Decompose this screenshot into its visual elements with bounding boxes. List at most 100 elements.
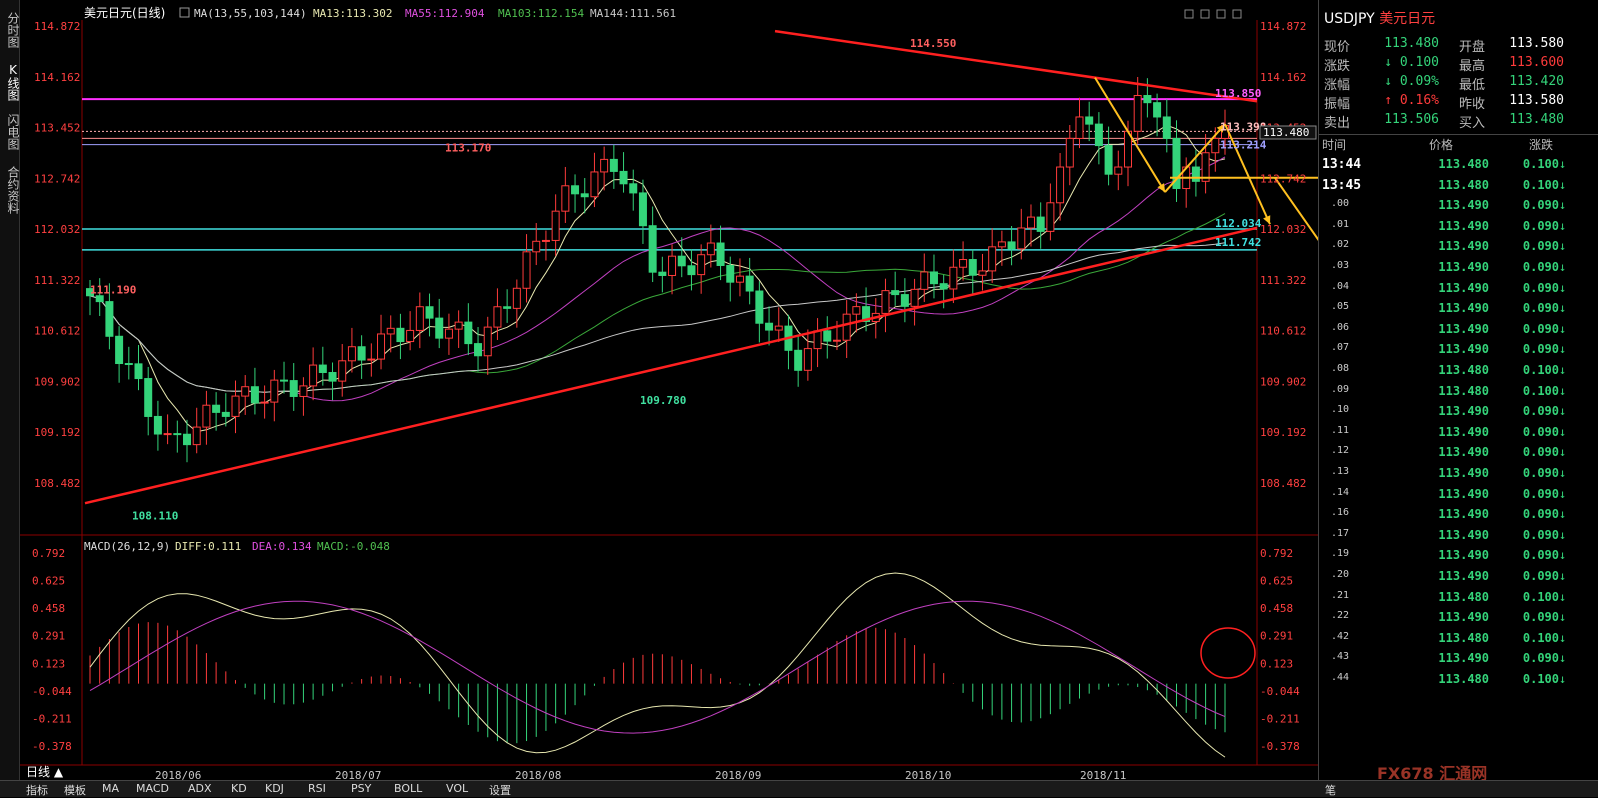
- candle-body: [745, 275, 754, 292]
- candle-body: [357, 346, 366, 361]
- settings-icon[interactable]: [179, 7, 190, 18]
- tick-change: 0.100: [1522, 589, 1559, 604]
- tab-kline[interactable]: K线图: [6, 63, 20, 101]
- resistance-trendline: [774, 29, 1258, 103]
- tool-tab[interactable]: 指标: [26, 784, 48, 797]
- tick-change: 0.100: [1522, 383, 1559, 398]
- tick-row: .05 113.490 0.090 ↓: [1319, 301, 1569, 321]
- ma55-line: [89, 156, 1226, 402]
- macd-diff: DIFF:0.111: [175, 540, 241, 553]
- candle-body: [1104, 145, 1113, 175]
- down-arrow-icon: ↓: [1559, 280, 1567, 295]
- tool-tab[interactable]: 模板: [64, 784, 86, 797]
- candle-body: [842, 313, 851, 341]
- candle-body: [949, 266, 958, 290]
- candle-body: [823, 330, 832, 342]
- candle-body: [124, 363, 133, 366]
- restore-icon[interactable]: [1216, 9, 1226, 19]
- tick-row: .20 113.490 0.090 ↓: [1319, 569, 1569, 589]
- macd-tick-left: -0.044: [32, 685, 72, 698]
- price-tick-left: 111.322: [34, 274, 80, 287]
- down-arrow-icon: ↓: [1559, 527, 1567, 542]
- candle-body: [677, 255, 686, 267]
- candle-body: [697, 254, 706, 276]
- price-tick-right: 114.872: [1260, 20, 1306, 33]
- label-113214: 113.214: [1220, 139, 1267, 152]
- down-arrow-icon: ↓: [1559, 157, 1567, 171]
- down-arrow-icon: ↓: [1559, 260, 1567, 274]
- date-label: 2018/07: [335, 769, 381, 780]
- quote-label: 最高: [1459, 59, 1486, 74]
- tick-row: .16 113.490 0.090 ↓: [1319, 507, 1569, 527]
- macd-tick-right: -0.044: [1260, 685, 1300, 698]
- price-tick-left: 109.192: [34, 426, 80, 439]
- macd-tick-right: 0.123: [1260, 657, 1293, 670]
- ma-params: MA(13,55,103,144): [194, 7, 307, 20]
- tick-change: 0.100: [1522, 177, 1559, 192]
- tool-tab[interactable]: KD: [231, 782, 247, 795]
- down-arrow-icon: ↓: [1559, 363, 1567, 377]
- tab-timeshare[interactable]: 分时图: [6, 12, 20, 48]
- tool-tab[interactable]: ADX: [188, 782, 212, 795]
- candle-body: [86, 288, 94, 297]
- tool-tab[interactable]: PSY: [351, 782, 372, 795]
- tool-tab[interactable]: KDJ: [265, 782, 284, 795]
- candle-body: [318, 364, 327, 374]
- tick-price: 113.480: [1438, 363, 1489, 377]
- tick-row: .21 113.480 0.100 ↓: [1319, 590, 1569, 610]
- tick-row: .22 113.490 0.090 ↓: [1319, 610, 1569, 630]
- tool-tab[interactable]: 设置: [489, 784, 511, 797]
- tick-time: 13:44: [1322, 157, 1362, 172]
- quote-name: 美元日元: [1379, 11, 1436, 27]
- tool-tab[interactable]: VOL: [446, 782, 469, 795]
- kline-chart[interactable]: 美元日元(日线) MA(13,55,103,144) MA13:113.302 …: [20, 0, 1318, 780]
- candle-body: [483, 326, 492, 357]
- tick-price: 113.480: [1438, 177, 1489, 192]
- candle-body: [1172, 137, 1181, 189]
- down-arrow-icon: ↓: [1559, 630, 1567, 645]
- period-selector[interactable]: 日线 ▲: [26, 765, 64, 779]
- down-arrow-icon: ↓: [1559, 404, 1567, 419]
- candle-body: [706, 242, 715, 256]
- tick-header-time: 时间: [1322, 138, 1347, 152]
- label-113850: 113.850: [1215, 87, 1261, 100]
- tick-price: 113.490: [1438, 280, 1489, 295]
- tick-row: .02 113.490 0.090 ↓: [1319, 239, 1569, 259]
- arrow-head: [1157, 183, 1165, 193]
- tab-flash-chart[interactable]: 闪电图: [6, 114, 20, 150]
- tick-row: 13:45 113.480 0.100 ↓: [1319, 178, 1569, 198]
- candle-body: [532, 240, 541, 253]
- candle-body: [454, 321, 463, 330]
- price-tick-left: 110.612: [34, 325, 80, 338]
- tick-change: 0.090: [1522, 507, 1559, 522]
- down-arrow-icon: ↓: [1559, 177, 1567, 192]
- tick-change: 0.100: [1522, 630, 1559, 645]
- label-111190: 111.190: [90, 283, 136, 296]
- tick-change: 0.090: [1522, 445, 1559, 460]
- tool-tab[interactable]: MACD: [136, 782, 169, 795]
- down-arrow-icon: ↓: [1559, 589, 1567, 604]
- tool-tab[interactable]: MA: [102, 782, 120, 795]
- candle-body: [115, 335, 124, 365]
- macd-tick-right: -0.378: [1260, 740, 1300, 753]
- candle-body: [425, 306, 434, 319]
- tab-contract-info[interactable]: 合约资料: [6, 166, 20, 214]
- label-111742: 111.742: [1215, 236, 1261, 249]
- candle-body: [1026, 216, 1035, 229]
- tick-change: 0.090: [1522, 239, 1559, 254]
- tick-header-change: 涨跌: [1529, 138, 1554, 152]
- macd-tick-right: 0.458: [1260, 602, 1293, 615]
- tool-tab[interactable]: BOLL: [394, 782, 423, 795]
- zoom-icon[interactable]: [1200, 9, 1210, 19]
- window-icon[interactable]: [1184, 9, 1194, 19]
- tick-header-price: 价格: [1429, 138, 1454, 152]
- tick-time: .08: [1331, 363, 1350, 374]
- close-icon[interactable]: [1232, 9, 1242, 19]
- tick-price: 113.490: [1438, 527, 1489, 542]
- label-low: 108.110: [132, 510, 178, 523]
- candle-body: [968, 259, 977, 276]
- tab-pen[interactable]: 笔: [1325, 784, 1336, 797]
- candle-body: [192, 426, 201, 446]
- tool-tab[interactable]: RSI: [308, 782, 326, 795]
- candle-body: [503, 306, 512, 309]
